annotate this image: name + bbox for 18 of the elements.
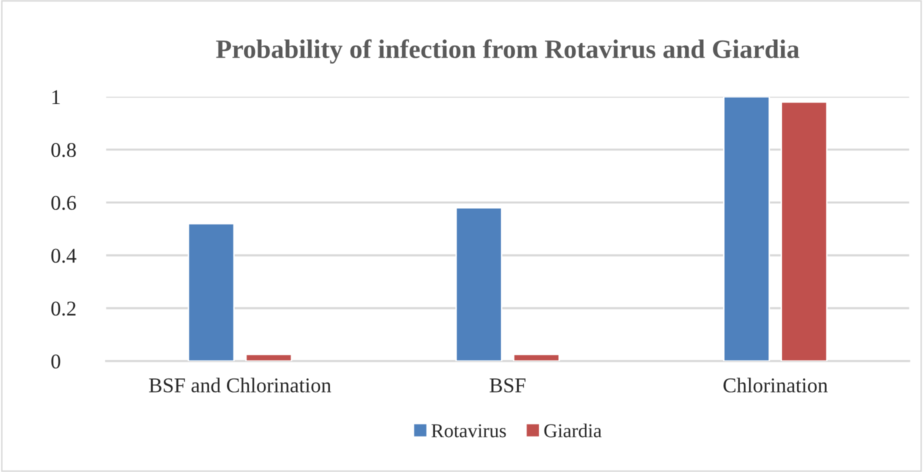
bar	[780, 101, 828, 362]
legend-label: Rotavirus	[432, 424, 506, 438]
x-tick-label: Chlorination	[724, 378, 828, 392]
y-tick-label: 0.6	[51, 196, 76, 210]
bar	[455, 207, 502, 362]
legend-label: Giardia	[544, 424, 602, 438]
x-tick-label: BSF	[490, 378, 526, 392]
y-tick-label: 0.2	[51, 302, 76, 316]
y-tick-label: 0.8	[51, 143, 76, 158]
bar	[188, 222, 235, 362]
y-tick-label: 0.4	[51, 248, 76, 263]
chart-title: Probability of infection from Rotavirus and Giardia	[216, 39, 800, 64]
x-tick-label: BSF and Chlorination	[149, 378, 332, 392]
y-tick-label: 1	[52, 90, 60, 104]
bar	[245, 354, 292, 362]
bar	[723, 96, 770, 362]
y-tick-label: 0	[51, 354, 60, 369]
bar	[512, 354, 560, 362]
